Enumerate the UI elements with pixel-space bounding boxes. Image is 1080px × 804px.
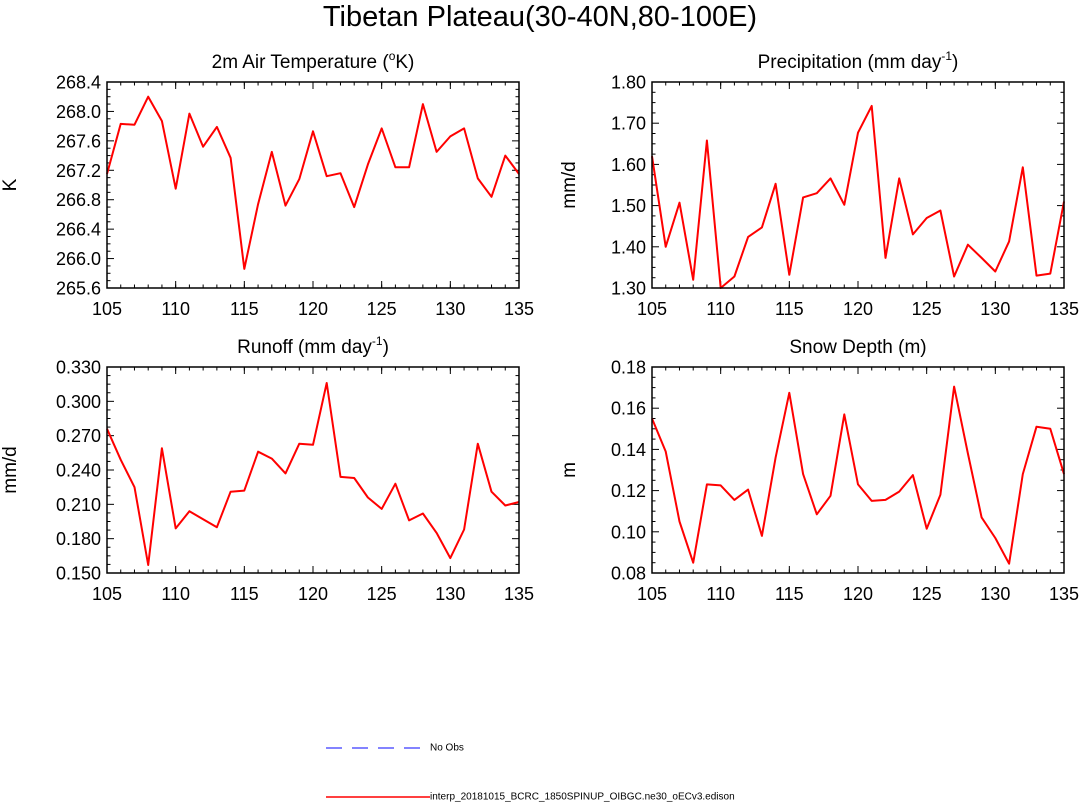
x-tick-label: 105 xyxy=(92,584,122,604)
panel-title: Snow Depth (m) xyxy=(789,337,926,358)
x-tick-label: 130 xyxy=(435,584,465,604)
x-tick-label: 130 xyxy=(980,584,1010,604)
y-tick-label: 268.0 xyxy=(56,102,101,122)
legend-swatch-solid xyxy=(326,796,430,798)
legend-item-model: interp_20181015_BCRC_1850SPINUP_OIBGC.ne… xyxy=(326,791,735,804)
panel-title-tail: ) xyxy=(952,52,958,73)
x-tick-label: 125 xyxy=(367,584,397,604)
panel-2: Precipitation (mm day-1) mm/d 105 110 115 120… xyxy=(559,49,1079,319)
legend-label-obs: No Obs xyxy=(430,742,464,754)
y-tick-label: 0.10 xyxy=(611,522,646,542)
x-tick-label: 120 xyxy=(298,584,328,604)
y-tick-label: 0.14 xyxy=(611,440,646,460)
y-tick-label: 267.2 xyxy=(56,161,101,181)
y-tick-label: 0.270 xyxy=(56,426,101,446)
x-tick-label: 110 xyxy=(161,584,190,604)
panel-title: 2m Air Temperature (oK) xyxy=(212,49,415,73)
panel-title-superscript: -1 xyxy=(941,49,952,63)
y-tick-label: 266.0 xyxy=(56,249,101,269)
x-tick-label: 125 xyxy=(367,299,397,319)
plot-frame xyxy=(106,366,520,574)
panel-title: Precipitation (mm day-1) xyxy=(758,49,959,73)
y-axis-label: mm/d xyxy=(0,446,21,494)
x-tick-label: 135 xyxy=(504,299,534,319)
x-tick-label: 115 xyxy=(230,584,259,604)
data-series-line xyxy=(651,385,1065,565)
x-tick-label: 105 xyxy=(637,299,667,319)
y-tick-label: 1.60 xyxy=(611,155,646,175)
y-tick-label: 1.70 xyxy=(611,114,646,134)
x-tick-label: 125 xyxy=(912,584,942,604)
plot-frame xyxy=(651,366,1065,574)
x-tick-label: 120 xyxy=(843,299,873,319)
panel-title-superscript: -1 xyxy=(372,334,383,348)
data-series-line xyxy=(651,104,1065,289)
panel-4: Snow Depth (m) m 105 110 115 120 125 130 135 0.08… xyxy=(559,337,1079,604)
y-axis-label: m xyxy=(559,462,580,478)
y-tick-label: 268.4 xyxy=(56,73,101,93)
y-tick-label: 1.40 xyxy=(611,237,646,257)
y-tick-label: 1.50 xyxy=(611,196,646,216)
y-axis-label: mm/d xyxy=(559,161,580,209)
legend-item-obs: No Obs xyxy=(326,742,464,755)
panel-title-text: Runoff (mm day xyxy=(237,337,372,358)
panel-title-text: Snow Depth (m) xyxy=(789,337,926,358)
y-tick-label: 267.6 xyxy=(56,131,101,151)
x-tick-label: 110 xyxy=(706,299,735,319)
x-tick-label: 135 xyxy=(1049,584,1079,604)
x-tick-label: 115 xyxy=(775,584,804,604)
y-tick-label: 266.8 xyxy=(56,190,101,210)
x-tick-label: 105 xyxy=(92,299,122,319)
panel-title-text: Precipitation (mm day xyxy=(758,52,942,73)
x-tick-label: 130 xyxy=(980,299,1010,319)
y-tick-label: 0.18 xyxy=(611,358,646,378)
x-tick-label: 130 xyxy=(435,299,465,319)
y-tick-label: 266.4 xyxy=(56,220,101,240)
main-title: Tibetan Plateau(30-40N,80-100E) xyxy=(322,1,758,33)
y-tick-label: 1.30 xyxy=(611,279,646,299)
x-tick-label: 110 xyxy=(161,299,190,319)
panel-title-tail: ) xyxy=(383,337,389,358)
legend-swatch-dashed xyxy=(326,747,430,749)
plot-frame xyxy=(106,81,520,289)
panel-1: 2m Air Temperature (oK) K 105 110 115 120 125 1… xyxy=(0,49,534,319)
x-tick-label: 120 xyxy=(298,299,328,319)
data-series-line xyxy=(106,95,520,270)
x-tick-label: 115 xyxy=(775,299,804,319)
y-tick-label: 0.16 xyxy=(611,399,646,419)
y-axis-label: K xyxy=(0,178,21,191)
y-tick-label: 265.6 xyxy=(56,279,101,299)
x-tick-label: 135 xyxy=(1049,299,1079,319)
x-tick-label: 110 xyxy=(706,584,735,604)
panel-3: Runoff (mm day-1) mm/d 105 110 115 120 125 130 1… xyxy=(0,334,534,604)
y-tick-label: 0.240 xyxy=(56,461,101,481)
y-tick-label: 0.12 xyxy=(611,481,646,501)
x-tick-label: 120 xyxy=(843,584,873,604)
panel-title-tail: K) xyxy=(395,52,414,73)
plot-frame xyxy=(651,81,1065,289)
y-tick-label: 0.08 xyxy=(611,564,646,584)
y-tick-label: 0.210 xyxy=(56,495,101,515)
panel-title-superscript: o xyxy=(389,49,396,63)
x-tick-label: 125 xyxy=(912,299,942,319)
y-tick-label: 0.300 xyxy=(56,392,101,412)
panel-title-text: 2m Air Temperature ( xyxy=(212,52,390,73)
y-tick-label: 0.180 xyxy=(56,529,101,549)
x-tick-label: 135 xyxy=(504,584,534,604)
x-tick-label: 105 xyxy=(637,584,667,604)
y-tick-label: 0.150 xyxy=(56,564,101,584)
y-tick-label: 1.80 xyxy=(611,73,646,93)
panel-title: Runoff (mm day-1) xyxy=(237,334,389,358)
data-series-line xyxy=(106,382,520,566)
y-tick-label: 0.330 xyxy=(56,358,101,378)
x-tick-label: 115 xyxy=(230,299,259,319)
legend-label-model: interp_20181015_BCRC_1850SPINUP_OIBGC.ne… xyxy=(430,791,735,803)
